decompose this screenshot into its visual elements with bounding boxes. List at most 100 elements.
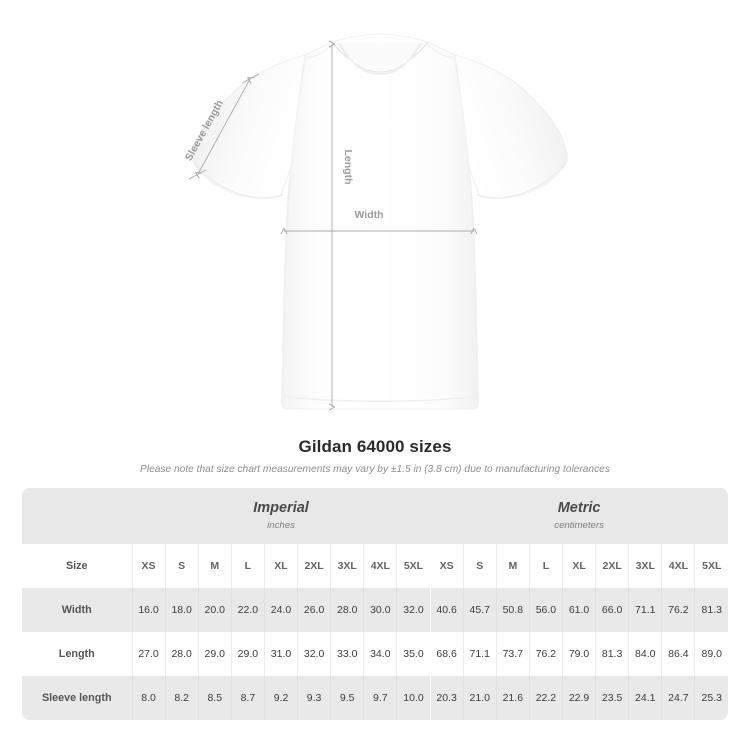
size-column-header: L bbox=[230, 544, 265, 588]
unit-group-subtitle: inches bbox=[267, 520, 295, 531]
measurement-cell: 29.0 bbox=[230, 632, 265, 676]
size-column-header: S bbox=[164, 544, 199, 588]
page-title: Gildan 64000 sizes bbox=[298, 437, 452, 456]
size-column-header: 4XL bbox=[363, 544, 397, 588]
measurement-cell: 71.1 bbox=[628, 588, 662, 632]
measurement-cell: 8.2 bbox=[164, 676, 199, 720]
measurement-cell: 73.7 bbox=[495, 632, 530, 676]
measurement-cell: 29.0 bbox=[197, 632, 232, 676]
measurement-cell: 28.0 bbox=[330, 588, 364, 632]
measurement-cell: 84.0 bbox=[628, 632, 662, 676]
size-chart-table: Imperial inches Metric centimeters Size XS S M L… bbox=[22, 488, 729, 720]
size-column-header: 2XL bbox=[297, 544, 331, 588]
right-sleeve-hem bbox=[476, 162, 566, 199]
right-sleeve bbox=[454, 54, 568, 199]
measurement-cell: 23.5 bbox=[595, 676, 629, 720]
measurement-cell: 8.5 bbox=[197, 676, 232, 720]
measurement-cell: 9.5 bbox=[330, 676, 364, 720]
unit-group-subtitle: centimeters bbox=[554, 520, 604, 531]
measurement-cell: 61.0 bbox=[561, 588, 596, 632]
tshirt-technical-drawing: Length Width Sleeve length bbox=[183, 33, 568, 411]
size-column-header: 4XL bbox=[661, 544, 695, 588]
measurement-cell: 8.7 bbox=[230, 676, 265, 720]
measurement-cell: 21.6 bbox=[495, 676, 530, 720]
page-subtitle: Please note that size chart measurements… bbox=[140, 464, 610, 475]
body-left-shadow bbox=[280, 167, 293, 405]
measurement-cell: 10.0 bbox=[396, 676, 431, 720]
size-column-header: M bbox=[197, 544, 232, 588]
unit-row-corner-cell bbox=[22, 488, 132, 544]
length-label: Length bbox=[342, 150, 354, 185]
size-column-header: 3XL bbox=[628, 544, 662, 588]
measurement-cell: 40.6 bbox=[429, 588, 464, 632]
chart-heading-block: Gildan 64000 sizes Please note that size… bbox=[0, 436, 750, 477]
measurement-cell: 35.0 bbox=[396, 632, 431, 676]
measurement-cell: 76.2 bbox=[661, 588, 695, 632]
measurement-cell: 81.3 bbox=[595, 632, 629, 676]
measurement-cell: 71.1 bbox=[462, 632, 497, 676]
measurement-cell: 45.7 bbox=[462, 588, 497, 632]
measurement-cell: 32.0 bbox=[396, 588, 431, 632]
tshirt-illustration: Length Width Sleeve length bbox=[183, 33, 568, 411]
table-row: Length 27.0 28.0 29.0 29.0 31.0 32.0 33.0 34.0 35… bbox=[22, 632, 729, 676]
size-header-label: Size bbox=[22, 544, 132, 588]
measurement-row-label: Length bbox=[22, 632, 132, 676]
measurement-row-label: Sleeve length bbox=[22, 676, 132, 720]
measurement-cell: 9.2 bbox=[263, 676, 298, 720]
measurement-cell: 66.0 bbox=[595, 588, 629, 632]
table-row: Width 16.0 18.0 20.0 22.0 24.0 26.0 28.0 30.0 32.… bbox=[22, 588, 729, 632]
measurement-cell: 24.7 bbox=[661, 676, 695, 720]
measurement-cell: 86.4 bbox=[661, 632, 695, 676]
size-column-header: XL bbox=[561, 544, 596, 588]
measurement-cell: 50.8 bbox=[495, 588, 530, 632]
unit-group-header-imperial: Imperial inches bbox=[132, 488, 431, 544]
measurement-cell: 31.0 bbox=[263, 632, 298, 676]
measurement-cell: 20.0 bbox=[197, 588, 232, 632]
measurement-cell: 33.0 bbox=[330, 632, 364, 676]
shirt-body bbox=[281, 33, 479, 410]
measurement-cell: 20.3 bbox=[429, 676, 464, 720]
right-shoulder-seam bbox=[426, 43, 456, 58]
measurement-cell: 56.0 bbox=[528, 588, 563, 632]
unit-group-name: Imperial bbox=[253, 500, 309, 516]
sleeve-tick-start bbox=[188, 169, 207, 180]
unit-group-row: Imperial inches Metric centimeters bbox=[22, 488, 729, 544]
sleeve-tick-end bbox=[241, 73, 260, 84]
measurement-cell: 26.0 bbox=[297, 588, 331, 632]
size-column-header: M bbox=[495, 544, 530, 588]
left-armhole-seam bbox=[291, 57, 307, 167]
size-column-header: 3XL bbox=[330, 544, 364, 588]
size-column-header: XL bbox=[263, 544, 298, 588]
measurement-cell: 18.0 bbox=[164, 588, 199, 632]
table-row: Sleeve length 8.0 8.2 8.5 8.7 9.2 9.3 9.5 9.7 10.… bbox=[22, 676, 729, 720]
measurement-cell: 22.9 bbox=[561, 676, 596, 720]
measurement-cell: 28.0 bbox=[164, 632, 199, 676]
size-column-header: XS bbox=[131, 544, 166, 588]
measurement-cell: 30.0 bbox=[363, 588, 397, 632]
collar-ribbing bbox=[339, 43, 421, 76]
size-column-header: S bbox=[462, 544, 497, 588]
bottom-hem bbox=[282, 395, 478, 403]
measurement-cell: 68.6 bbox=[429, 632, 464, 676]
measurement-cell: 9.7 bbox=[363, 676, 397, 720]
measurement-cell: 9.3 bbox=[297, 676, 331, 720]
size-header-row: Size XS S M L XL 2XL 3XL 4XL 5XL XS S M L XL 2XL 3XL 4XL 5… bbox=[22, 544, 729, 588]
measurement-cell: 34.0 bbox=[363, 632, 397, 676]
measurement-cell: 81.3 bbox=[694, 588, 729, 632]
measurement-cell: 21.0 bbox=[462, 676, 497, 720]
measurement-cell: 22.0 bbox=[230, 588, 265, 632]
measurement-cell: 27.0 bbox=[131, 632, 166, 676]
measurement-cell: 25.3 bbox=[694, 676, 729, 720]
unit-group-name: Metric bbox=[557, 500, 601, 516]
measurement-cell: 16.0 bbox=[131, 588, 166, 632]
measurement-row-label: Width bbox=[22, 588, 132, 632]
measurement-cell: 32.0 bbox=[297, 632, 331, 676]
size-column-header: 5XL bbox=[694, 544, 729, 588]
size-column-header: XS bbox=[429, 544, 464, 588]
size-chart-table-container: Imperial inches Metric centimeters Size XS S M L… bbox=[22, 488, 729, 720]
measurement-cell: 76.2 bbox=[528, 632, 563, 676]
measurement-cell: 24.1 bbox=[628, 676, 662, 720]
sleeve-measure-line bbox=[195, 77, 255, 179]
measurement-cell: 22.2 bbox=[528, 676, 563, 720]
body-right-shadow bbox=[467, 167, 480, 405]
